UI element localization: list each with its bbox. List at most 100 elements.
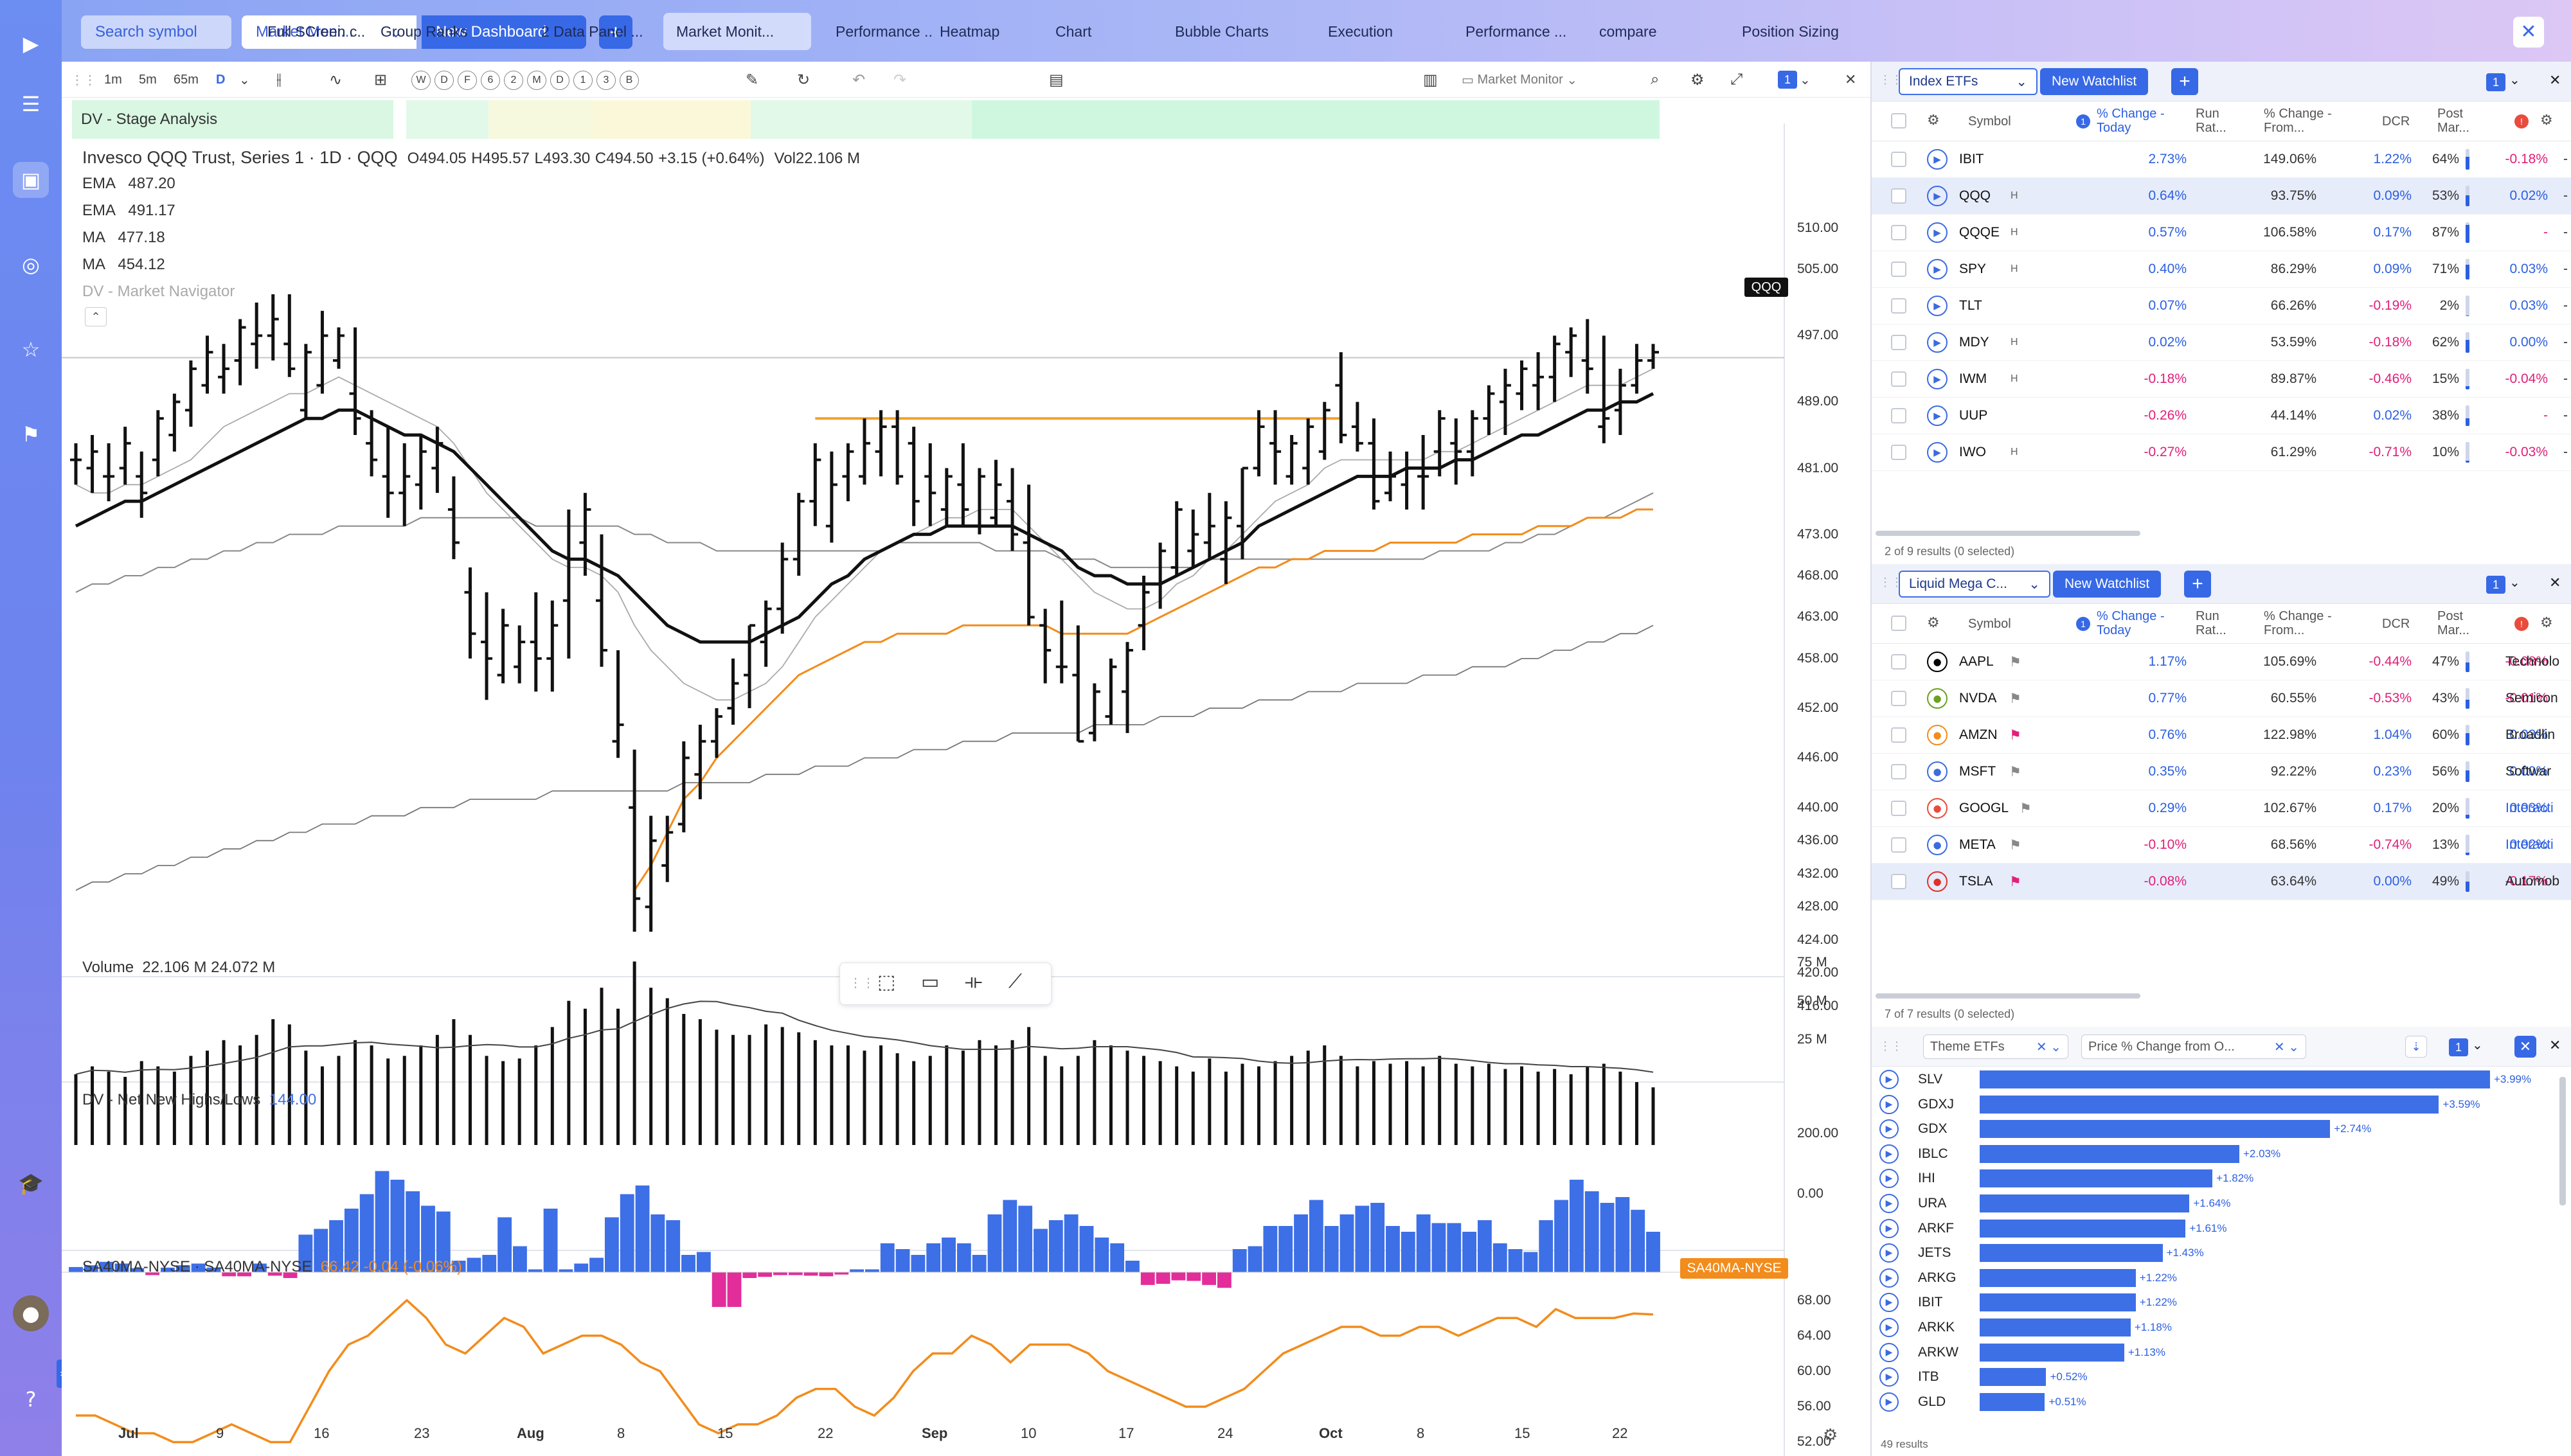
alert-badge-icon[interactable]: ! — [2514, 114, 2529, 129]
play-icon[interactable]: ▶ — [1879, 1094, 1899, 1114]
flag-icon[interactable]: ⚑ — [2009, 874, 2021, 889]
period-button[interactable]: 3 — [596, 71, 616, 90]
dashboard-tab[interactable]: Market Monit... — [663, 13, 811, 50]
theme-bar-row[interactable]: ▶ IBLC +2.03% — [1872, 1141, 2571, 1166]
measure-tool-icon[interactable]: ⟛ — [965, 971, 983, 992]
column-header[interactable]: DCR — [2382, 114, 2410, 129]
watchlist-row[interactable]: ▶ UUP -0.26% 44.14% 0.02% 38% - - — [1872, 398, 2571, 434]
period-button[interactable]: D — [550, 71, 569, 90]
watchlist-row[interactable]: ● NVDA ⚑ 0.77% 60.55% -0.53% 43% -0.01% Semicon — [1872, 680, 2571, 717]
calendar-icon[interactable]: ▤ — [1049, 71, 1064, 89]
row-checkbox[interactable] — [1891, 874, 1906, 889]
close-panel-icon[interactable]: ✕ — [2549, 574, 2561, 590]
play-icon[interactable]: ▶ — [1879, 1367, 1899, 1387]
rectangle-tool-icon[interactable]: ⬚ — [877, 972, 896, 993]
new-watchlist-button[interactable]: New Watchlist — [2053, 571, 2162, 598]
price-chart-svg[interactable] — [62, 123, 1870, 1456]
theme-bar-row[interactable]: ▶ ARKK +1.18% — [1872, 1315, 2571, 1340]
symbol[interactable]: IWM — [1959, 371, 1987, 386]
symbol[interactable]: UUP — [1959, 408, 1988, 423]
help-icon[interactable]: ? — [25, 1387, 37, 1412]
symbol[interactable]: IWO — [1959, 445, 1986, 459]
symbol[interactable]: MSFT — [1959, 764, 1996, 779]
theme-bar-row[interactable]: ▶ GDX +2.74% — [1872, 1116, 2571, 1141]
layout-icon[interactable]: ▥ — [1423, 71, 1438, 89]
dashboard-tab[interactable]: compare — [1599, 22, 1657, 40]
watchlist-row[interactable]: ● META ⚑ -0.10% 68.56% -0.74% 13% 0.02% Interact… — [1872, 827, 2571, 864]
theme-filter-select[interactable]: Theme ETFs ✕ ⌄ — [1923, 1034, 2068, 1059]
dashboard-tab[interactable]: Group Ranks — [381, 22, 468, 40]
symbol[interactable]: QQQE — [1959, 225, 2000, 240]
flag-icon[interactable]: ⚑ — [2009, 655, 2021, 670]
star-icon[interactable]: ☆ — [21, 337, 40, 362]
row-checkbox[interactable] — [1891, 691, 1906, 706]
row-checkbox[interactable] — [1891, 298, 1906, 314]
row-checkbox[interactable] — [1891, 152, 1906, 167]
gear-icon[interactable]: ⚙ — [2540, 614, 2553, 630]
close-chart-icon[interactable]: ✕ — [1845, 71, 1857, 87]
chevron-down-icon[interactable]: ⌄ — [2472, 1038, 2483, 1052]
play-icon[interactable]: ▶ — [1927, 149, 1948, 170]
horizontal-scrollbar[interactable] — [1876, 531, 2140, 536]
watchlist-row[interactable]: ● AMZN ⚑ 0.76% 122.98% 1.04% 60% 0.03% Broadlin — [1872, 717, 2571, 754]
play-icon[interactable]: ▶ — [1879, 1243, 1899, 1263]
dashboard-tab[interactable]: Performance ... — [836, 22, 932, 40]
theme-bar-row[interactable]: ▶ IHI +1.82% — [1872, 1166, 2571, 1191]
play-icon[interactable]: ▶ — [1879, 1194, 1899, 1213]
column-header[interactable]: Post Mar... — [2437, 609, 2470, 637]
symbol[interactable]: TSLA — [1959, 874, 1993, 889]
interval-dropdown-icon[interactable]: ⌄ — [239, 73, 250, 87]
alert-badge-icon[interactable]: ! — [2514, 617, 2529, 631]
watchlist-row[interactable]: ▶ QQQE H 0.57% 106.58% 0.17% 87% - - — [1872, 215, 2571, 251]
drag-handle-icon[interactable]: ⋮⋮ — [1879, 576, 1903, 589]
interval-5m[interactable]: 5m — [139, 72, 157, 87]
theme-bar-row[interactable]: ▶ JETS +1.43% — [1872, 1240, 2571, 1265]
play-icon[interactable]: ▶ — [1879, 1070, 1899, 1089]
dashboard-tab[interactable]: Position Sizing — [1742, 22, 1839, 40]
period-button[interactable]: D — [434, 71, 454, 90]
clear-filter-icon[interactable]: ✕ ⌄ — [2036, 1040, 2061, 1054]
clear-filter-icon[interactable]: ✕ ⌄ — [2273, 1040, 2299, 1054]
theme-bar-row[interactable]: ▶ SLV +3.99% — [1872, 1067, 2571, 1092]
sort-badge-icon[interactable]: 1 — [2076, 617, 2090, 631]
new-watchlist-button[interactable]: New Watchlist — [2040, 68, 2149, 95]
dashboard-tab[interactable]: Bubble Charts — [1175, 22, 1269, 40]
symbol[interactable]: META — [1959, 837, 1996, 852]
redo-icon[interactable]: ↷ — [893, 71, 907, 89]
column-header[interactable]: Run Rat... — [2196, 107, 2226, 135]
play-icon[interactable]: ▶ — [1879, 1268, 1899, 1288]
dashboard-tab[interactable]: Chart — [1055, 22, 1092, 40]
graduation-icon[interactable]: 🎓 — [18, 1171, 44, 1196]
chevron-down-icon[interactable]: ⌄ — [2509, 73, 2520, 87]
play-icon[interactable]: ▶ — [1927, 369, 1948, 389]
search-symbol-button[interactable]: Search symbol — [81, 15, 231, 49]
row-checkbox[interactable] — [1891, 335, 1906, 350]
column-header[interactable]: Symbol — [1968, 114, 2011, 129]
bar-style-icon[interactable]: ⫲ — [276, 71, 282, 88]
row-checkbox[interactable] — [1891, 371, 1906, 387]
dashboard-tab[interactable]: Execution — [1328, 22, 1393, 40]
column-header[interactable]: DCR — [2382, 617, 2410, 631]
period-button[interactable]: 2 — [504, 71, 523, 90]
dashboard-select[interactable]: Market Moni... ⌄ — [242, 15, 417, 49]
play-icon[interactable]: ▶ — [1927, 405, 1948, 426]
watchlist-row[interactable]: ● GOOGL ⚑ 0.29% 102.67% 0.17% 20% 0.03% Interact… — [1872, 790, 2571, 827]
column-header[interactable]: % Change - From... — [2264, 609, 2332, 637]
symbol[interactable]: GOOGL — [1959, 801, 2009, 815]
draw-icon[interactable]: ✎ — [746, 71, 759, 89]
period-button[interactable]: 1 — [573, 71, 593, 90]
drag-handle-icon[interactable]: ⋮⋮ — [849, 976, 875, 990]
avatar[interactable]: ● — [13, 1295, 49, 1331]
logo-icon[interactable]: ▶ — [22, 31, 39, 56]
add-watchlist-button[interactable]: + — [2171, 68, 2198, 95]
gear-icon[interactable]: ⚙ — [1690, 71, 1705, 89]
chevron-down-icon[interactable]: ⌄ — [1800, 73, 1811, 87]
watchlist-row[interactable]: ▶ IBIT 2.73% 149.06% 1.22% 64% -0.18% - — [1872, 141, 2571, 178]
undo-icon[interactable]: ↶ — [852, 71, 866, 89]
play-icon[interactable]: ▶ — [1927, 186, 1948, 206]
close-panel-icon[interactable]: ✕ — [2549, 72, 2561, 88]
period-button[interactable]: F — [458, 71, 477, 90]
play-icon[interactable]: ▶ — [1879, 1119, 1899, 1139]
play-icon[interactable]: ▶ — [1879, 1169, 1899, 1189]
radar-icon[interactable]: ◎ — [22, 253, 40, 277]
